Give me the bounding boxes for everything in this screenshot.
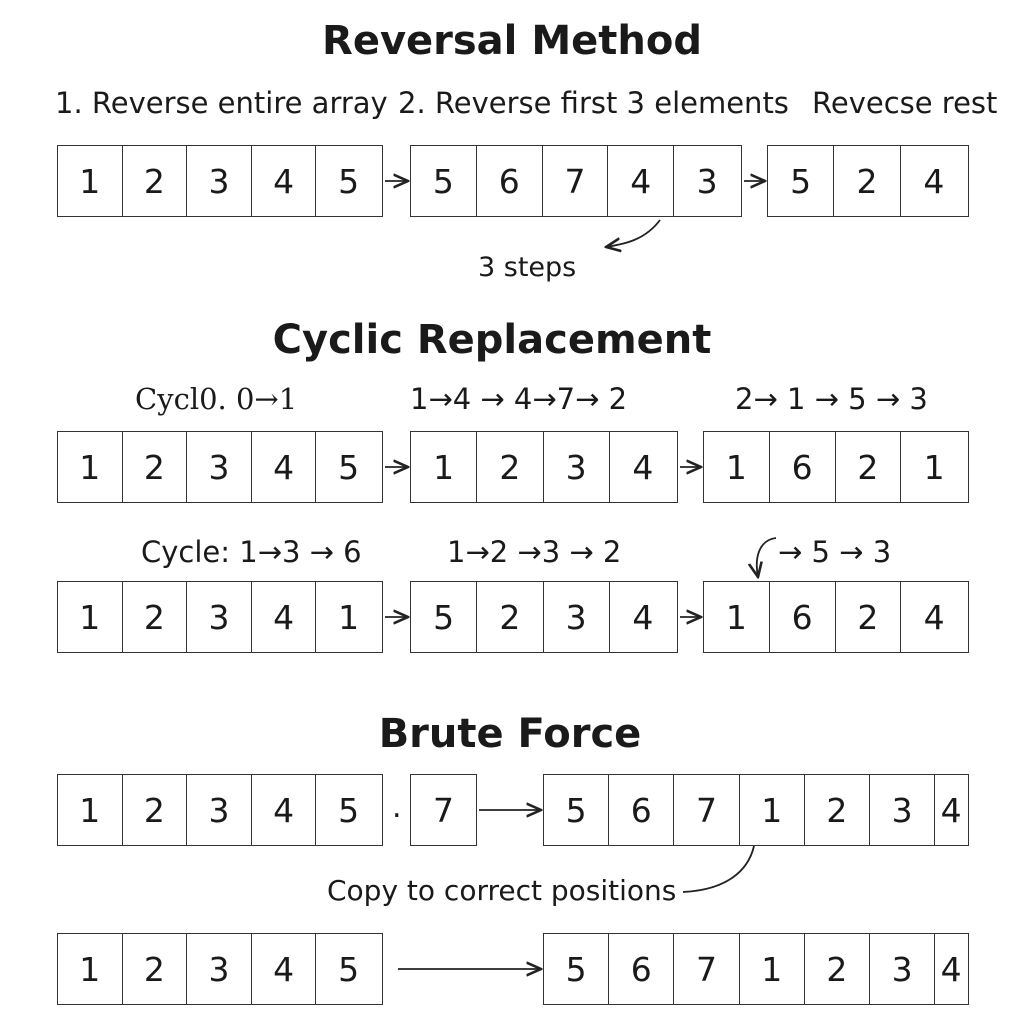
reversal-steps-note: 3 steps [478,252,577,283]
array-cell: 5 [338,949,360,989]
array-cell: 6 [609,934,675,1004]
array-cell: 3 [187,582,252,652]
cyclic-title: Cyclic Replacement [272,317,712,363]
array-cell: 1 [58,146,123,216]
array-cell: 2 [123,934,188,1004]
array-cell: 1 [58,934,123,1004]
array-cell: 4 [608,146,675,216]
reversal-step2-label: 2. Reverse first 3 elements [398,86,789,120]
array-cell: 4 [940,949,962,989]
array-cell: 7 [674,775,740,845]
array-cell: 3 [187,934,252,1004]
array-cell: 2 [836,432,902,502]
array-cell: 2 [123,146,188,216]
array-cell: 5 [411,146,477,216]
array-cell: 4 [252,934,317,1004]
array-cell: 1 [704,432,770,502]
array-cell: 2 [123,775,188,845]
reversal-title: Reversal Method [322,18,702,64]
array-cell: 5 [338,161,360,201]
array-cell: 3 [544,432,610,502]
array-cell: 7 [433,790,454,830]
array-cell: 1 [411,432,478,502]
array-cell: 1 [740,934,805,1004]
array-cell: 5 [338,447,360,487]
array-cell: 2 [805,934,871,1004]
array-cell: 2 [836,582,902,652]
array-cell: 1 [58,775,123,845]
array-cell: 5 [768,146,835,216]
cyclic-row2-label-a: Cycle: 1→3 → 6 [141,535,362,569]
array-cell: 6 [770,582,836,652]
array-cell: 1 [58,582,123,652]
array-cell: 3 [187,146,252,216]
array-cell: 5 [411,582,478,652]
array-cell: 3 [870,934,936,1004]
array-cell: 3 [870,775,936,845]
array-cell: 6 [770,432,836,502]
array-cell: 7 [674,934,740,1004]
array-cell: 1 [740,775,805,845]
array-cell: 4 [252,582,317,652]
array-cell: 4 [923,161,945,201]
brute-row1-extra-cell: 7 [410,774,477,846]
array-cell: 4 [632,597,654,637]
reversal-step3-label: Revecse rest [812,86,998,120]
array-cell: 2 [805,775,871,845]
array-cell: 4 [632,447,654,487]
array-cell: 5 [544,934,610,1004]
array-cell: 4 [252,775,317,845]
array-cell: 4 [252,432,317,502]
array-cell: 3 [187,432,252,502]
array-cell: 5 [338,790,360,830]
array-cell: 2 [477,582,544,652]
array-cell: 3 [696,161,718,201]
array-cell: 2 [123,582,188,652]
curved-arrow-icon [606,219,661,247]
array-cell: 7 [543,146,609,216]
brute-copy-note: Copy to correct positions [327,874,677,907]
curved-arrow-icon [757,537,777,577]
array-cell: 6 [609,775,675,845]
array-cell: 1 [338,597,360,637]
array-cell: 4 [923,597,945,637]
array-cell: 6 [477,146,543,216]
cyclic-row2-label-c: → 5 → 3 [778,535,892,569]
array-cell: 1 [704,582,770,652]
brute-title: Brute Force [378,711,642,757]
array-cell: 5 [544,775,610,845]
array-cell: 1 [923,447,945,487]
cyclic-row1-label-b: 1→4 → 4→7→ 2 [410,382,628,416]
array-cell: 4 [940,790,962,830]
brute-separator: . [392,790,402,825]
array-cell: 4 [252,146,317,216]
curved-arrow-icon [682,845,755,893]
array-cell: 2 [123,432,188,502]
array-cell: 3 [544,582,610,652]
array-cell: 3 [187,775,252,845]
reversal-step1-label: 1. Reverse entire array [55,86,388,120]
array-cell: 2 [477,432,544,502]
array-cell: 2 [834,146,901,216]
cyclic-row2-label-b: 1→2 →3 → 2 [447,535,622,569]
cyclic-row1-label-a: Cycl0. 0→1 [135,382,298,416]
array-cell: 1 [58,432,123,502]
cyclic-row1-label-c: 2→ 1 → 5 → 3 [735,382,928,416]
